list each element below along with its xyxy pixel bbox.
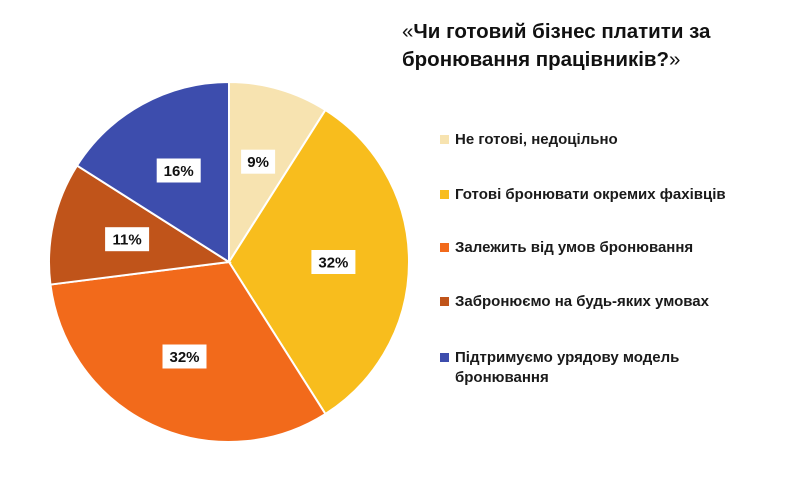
legend-swatch — [440, 297, 449, 306]
data-label-text: 32% — [318, 255, 348, 272]
data-label-box — [311, 250, 356, 274]
legend-label: Залежить від умов бронювання — [455, 239, 694, 256]
legend-swatch — [440, 243, 449, 252]
legend-label: Не готові, недоцільно — [455, 131, 618, 148]
title-open-quote: « — [402, 20, 414, 43]
data-label: 32% — [311, 250, 356, 274]
legend-swatch — [440, 135, 449, 144]
data-label: 32% — [162, 344, 207, 369]
legend-label: Забронюємо на будь-яких умовах — [455, 293, 709, 310]
legend-swatch — [440, 190, 449, 199]
data-label-text: 11% — [112, 232, 141, 249]
title-text: Чи готовий бізнес платити за бронювання … — [402, 20, 711, 71]
data-label-box — [105, 227, 150, 252]
data-label-box — [162, 344, 207, 369]
data-label-box — [241, 149, 276, 174]
data-label: 16% — [156, 158, 201, 183]
pie-slice — [75, 80, 230, 264]
data-label: 9% — [241, 149, 276, 174]
data-label: 11% — [105, 227, 150, 252]
pie-slice — [48, 164, 232, 286]
pie-slice — [228, 80, 327, 266]
legend-label: Підтримуємо урядову модель бронювання — [455, 349, 680, 386]
chart-title: «Чи готовий бізнес платити за бронювання… — [402, 18, 782, 74]
data-label-text: 9% — [247, 154, 269, 171]
title-close-quote: » — [669, 48, 681, 71]
data-label-text: 16% — [164, 163, 194, 180]
data-label-text: 32% — [169, 349, 199, 366]
legend-swatch — [440, 353, 449, 362]
legend-label: Готові бронювати окремих фахівців — [455, 186, 726, 203]
data-label-box — [156, 158, 201, 183]
